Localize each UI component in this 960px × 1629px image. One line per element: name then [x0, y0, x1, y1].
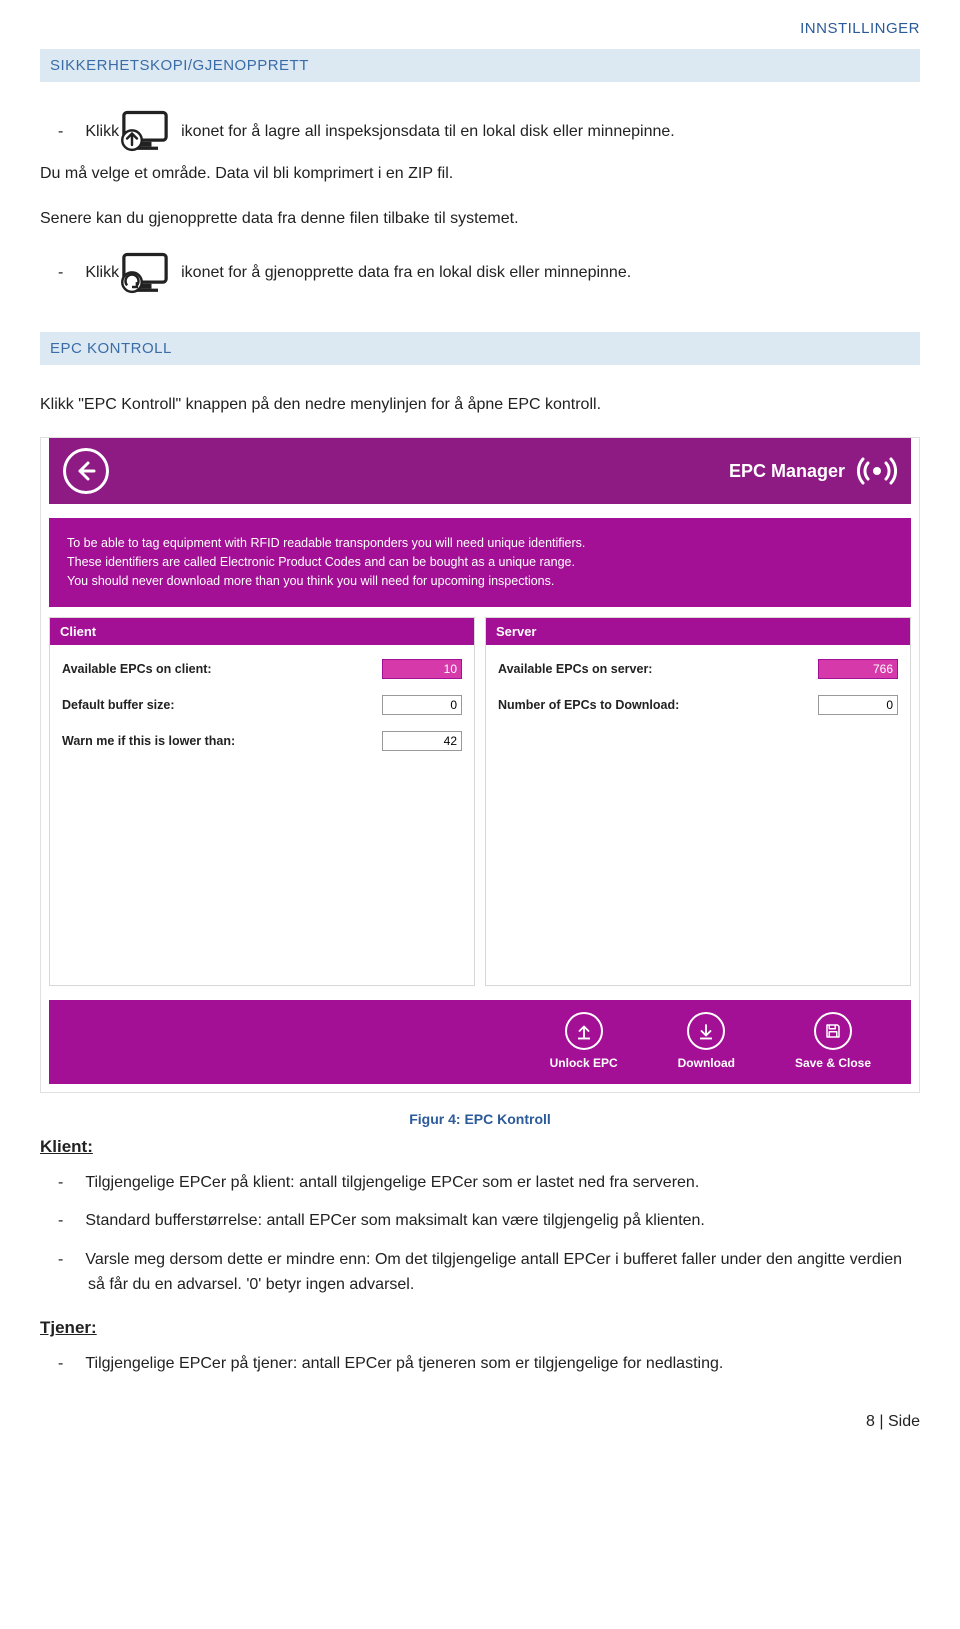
client-available-input[interactable] — [382, 659, 462, 679]
backup-restore-icon — [119, 252, 171, 296]
client-buffer-label: Default buffer size: — [62, 698, 175, 712]
epc-manager-window: EPC Manager To be able to tag equipment … — [40, 437, 920, 1092]
client-available-row: Available EPCs on client: — [62, 659, 462, 679]
page-number: 8 | Side — [40, 1413, 920, 1431]
info-line-2: These identifiers are called Electronic … — [67, 553, 893, 572]
client-available-label: Available EPCs on client: — [62, 662, 212, 676]
unlock-epc-button[interactable]: Unlock EPC — [550, 1012, 618, 1070]
unlock-label: Unlock EPC — [550, 1056, 618, 1070]
figure-caption: Figur 4: EPC Kontroll — [40, 1111, 920, 1127]
klient-list: Tilgjengelige EPCer på klient: antall ti… — [40, 1171, 920, 1298]
server-download-label: Number of EPCs to Download: — [498, 698, 679, 712]
section-epc-title: EPC KONTROLL — [40, 332, 920, 365]
server-available-input[interactable] — [818, 659, 898, 679]
epc-window-title: EPC Manager — [729, 461, 845, 482]
text-click-suffix: ikonet for å lagre all inspeksjonsdata t… — [181, 120, 675, 145]
download-icon — [687, 1012, 725, 1050]
restore-line: - Klikk ikonet for å gjenopprette data f… — [40, 252, 920, 296]
client-buffer-row: Default buffer size: — [62, 695, 462, 715]
backup-line-1: - Klikk ikonet for å lagre all inspeksjo… — [40, 110, 920, 154]
save-close-button[interactable]: Save & Close — [795, 1012, 871, 1070]
save-label: Save & Close — [795, 1056, 871, 1070]
server-available-row: Available EPCs on server: — [498, 659, 898, 679]
server-download-input[interactable] — [818, 695, 898, 715]
section-backup-title: SIKKERHETSKOPI/GJENOPPRETT — [40, 49, 920, 82]
tjener-heading: Tjener: — [40, 1318, 920, 1338]
client-panel: Client Available EPCs on client: Default… — [49, 617, 475, 986]
client-panel-body: Available EPCs on client: Default buffer… — [50, 645, 474, 985]
text-click-prefix: Klikk — [85, 120, 119, 145]
server-panel-heading: Server — [486, 618, 910, 645]
download-label: Download — [678, 1056, 735, 1070]
epc-panels: Client Available EPCs on client: Default… — [41, 617, 919, 986]
client-warn-input[interactable] — [382, 731, 462, 751]
info-line-3: You should never download more than you … — [67, 572, 893, 591]
klient-item-3: Varsle meg dersom dette er mindre enn: O… — [40, 1248, 920, 1298]
tjener-list: Tilgjengelige EPCer på tjener: antall EP… — [40, 1352, 920, 1377]
info-line-1: To be able to tag equipment with RFID re… — [67, 534, 893, 553]
back-button[interactable] — [63, 448, 109, 494]
save-icon — [814, 1012, 852, 1050]
backup-para-1: Du må velge et område. Data vil bli komp… — [40, 162, 920, 187]
klient-heading: Klient: — [40, 1137, 920, 1157]
klient-item-2: Standard bufferstørrelse: antall EPCer s… — [40, 1209, 920, 1234]
text-click-prefix: Klikk — [85, 261, 119, 286]
unlock-icon — [565, 1012, 603, 1050]
client-warn-row: Warn me if this is lower than: — [62, 731, 462, 751]
server-panel: Server Available EPCs on server: Number … — [485, 617, 911, 986]
bullet-dash: - — [58, 120, 63, 145]
server-panel-body: Available EPCs on server: Number of EPCs… — [486, 645, 910, 985]
epc-header: EPC Manager — [49, 438, 911, 504]
backup-para-2: Senere kan du gjenopprette data fra denn… — [40, 207, 920, 232]
tjener-item-1: Tilgjengelige EPCer på tjener: antall EP… — [40, 1352, 920, 1377]
server-download-row: Number of EPCs to Download: — [498, 695, 898, 715]
server-available-label: Available EPCs on server: — [498, 662, 652, 676]
client-buffer-input[interactable] — [382, 695, 462, 715]
epc-title-block: EPC Manager — [729, 456, 897, 486]
broadcast-icon — [857, 456, 897, 486]
client-warn-label: Warn me if this is lower than: — [62, 734, 235, 748]
arrow-left-icon — [74, 459, 98, 483]
backup-save-icon — [119, 110, 171, 154]
download-button[interactable]: Download — [678, 1012, 735, 1070]
klient-item-1: Tilgjengelige EPCer på klient: antall ti… — [40, 1171, 920, 1196]
epc-lead-text: Klikk "EPC Kontroll" knappen på den nedr… — [40, 393, 920, 418]
text-click-suffix: ikonet for å gjenopprette data fra en lo… — [181, 261, 631, 286]
client-panel-heading: Client — [50, 618, 474, 645]
epc-bottom-bar: Unlock EPC Download Save & Close — [49, 1000, 911, 1084]
page-header-right: INNSTILLINGER — [40, 20, 920, 37]
epc-infobox: To be able to tag equipment with RFID re… — [49, 518, 911, 606]
bullet-dash: - — [58, 261, 63, 286]
